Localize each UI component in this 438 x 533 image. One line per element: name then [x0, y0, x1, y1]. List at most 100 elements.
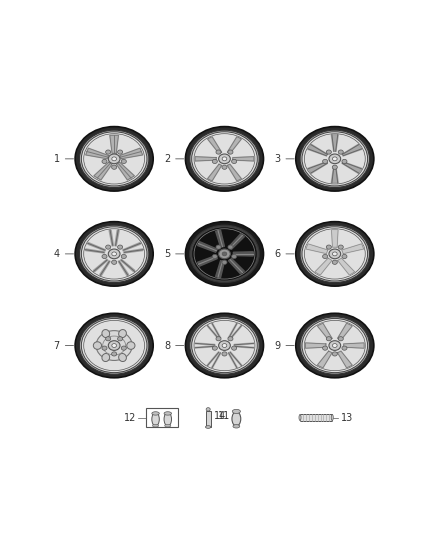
Polygon shape	[307, 144, 328, 156]
Ellipse shape	[222, 252, 227, 256]
Ellipse shape	[117, 245, 123, 249]
Polygon shape	[342, 144, 362, 156]
Polygon shape	[233, 252, 253, 256]
Text: 4: 4	[54, 249, 60, 259]
Ellipse shape	[152, 413, 159, 426]
Ellipse shape	[216, 245, 221, 249]
Polygon shape	[338, 351, 352, 368]
Ellipse shape	[338, 337, 343, 341]
Text: 7: 7	[53, 341, 60, 351]
Ellipse shape	[185, 127, 264, 191]
Ellipse shape	[212, 159, 217, 164]
Ellipse shape	[232, 254, 237, 259]
Ellipse shape	[228, 245, 233, 249]
Ellipse shape	[302, 227, 367, 281]
Ellipse shape	[75, 313, 153, 378]
Ellipse shape	[332, 252, 337, 256]
Polygon shape	[342, 244, 364, 254]
Ellipse shape	[102, 329, 110, 337]
Ellipse shape	[121, 159, 126, 164]
Ellipse shape	[300, 225, 370, 282]
Polygon shape	[307, 162, 328, 173]
Ellipse shape	[233, 425, 240, 428]
Ellipse shape	[112, 157, 117, 161]
Ellipse shape	[219, 249, 230, 259]
Ellipse shape	[302, 318, 367, 373]
Ellipse shape	[206, 408, 210, 411]
Polygon shape	[207, 352, 219, 366]
Ellipse shape	[79, 130, 149, 188]
Polygon shape	[115, 230, 119, 246]
Polygon shape	[338, 323, 352, 340]
Ellipse shape	[216, 337, 221, 341]
Ellipse shape	[323, 254, 328, 259]
Polygon shape	[118, 261, 129, 276]
Bar	[145, 408, 178, 427]
Ellipse shape	[127, 342, 135, 349]
Ellipse shape	[192, 132, 257, 186]
Polygon shape	[85, 249, 105, 253]
Polygon shape	[120, 148, 143, 159]
Bar	[300, 414, 332, 421]
Text: 6: 6	[274, 249, 280, 259]
Polygon shape	[215, 261, 224, 278]
Ellipse shape	[332, 260, 337, 264]
Polygon shape	[234, 346, 254, 348]
Ellipse shape	[296, 222, 374, 286]
Ellipse shape	[121, 346, 126, 350]
Ellipse shape	[228, 150, 233, 154]
Polygon shape	[228, 353, 237, 368]
Ellipse shape	[323, 159, 328, 164]
Ellipse shape	[164, 413, 172, 426]
Polygon shape	[93, 260, 108, 272]
Polygon shape	[100, 261, 110, 276]
Ellipse shape	[102, 159, 107, 164]
Polygon shape	[208, 164, 222, 181]
Ellipse shape	[326, 245, 332, 249]
Ellipse shape	[112, 260, 117, 264]
Ellipse shape	[112, 252, 117, 256]
Ellipse shape	[121, 254, 126, 259]
Polygon shape	[198, 256, 217, 266]
Ellipse shape	[216, 150, 221, 154]
Polygon shape	[305, 343, 326, 348]
Ellipse shape	[119, 329, 127, 337]
Ellipse shape	[212, 254, 217, 259]
Polygon shape	[123, 243, 141, 251]
Ellipse shape	[232, 159, 237, 164]
Polygon shape	[212, 353, 221, 368]
Ellipse shape	[329, 341, 341, 350]
Ellipse shape	[300, 130, 370, 188]
Ellipse shape	[329, 249, 341, 259]
Ellipse shape	[232, 346, 237, 350]
Ellipse shape	[190, 225, 259, 282]
Ellipse shape	[106, 150, 111, 154]
Polygon shape	[229, 234, 244, 249]
Ellipse shape	[164, 411, 172, 415]
Polygon shape	[306, 244, 328, 254]
Ellipse shape	[331, 415, 333, 421]
Polygon shape	[207, 325, 219, 339]
Polygon shape	[317, 323, 332, 340]
Polygon shape	[195, 346, 215, 348]
Ellipse shape	[81, 132, 147, 186]
Ellipse shape	[112, 344, 117, 348]
Polygon shape	[94, 163, 112, 180]
Polygon shape	[88, 243, 106, 251]
Ellipse shape	[332, 352, 337, 356]
Ellipse shape	[106, 245, 111, 249]
Ellipse shape	[332, 344, 337, 348]
Ellipse shape	[323, 346, 328, 350]
Polygon shape	[338, 258, 355, 275]
Polygon shape	[120, 260, 135, 272]
Bar	[206, 411, 211, 427]
Polygon shape	[331, 135, 338, 151]
Ellipse shape	[119, 353, 127, 361]
Ellipse shape	[102, 346, 107, 350]
Ellipse shape	[75, 127, 153, 191]
Ellipse shape	[165, 424, 171, 427]
Polygon shape	[344, 343, 364, 348]
Ellipse shape	[338, 245, 343, 249]
Text: 5: 5	[164, 249, 170, 259]
Text: 13: 13	[341, 413, 353, 423]
